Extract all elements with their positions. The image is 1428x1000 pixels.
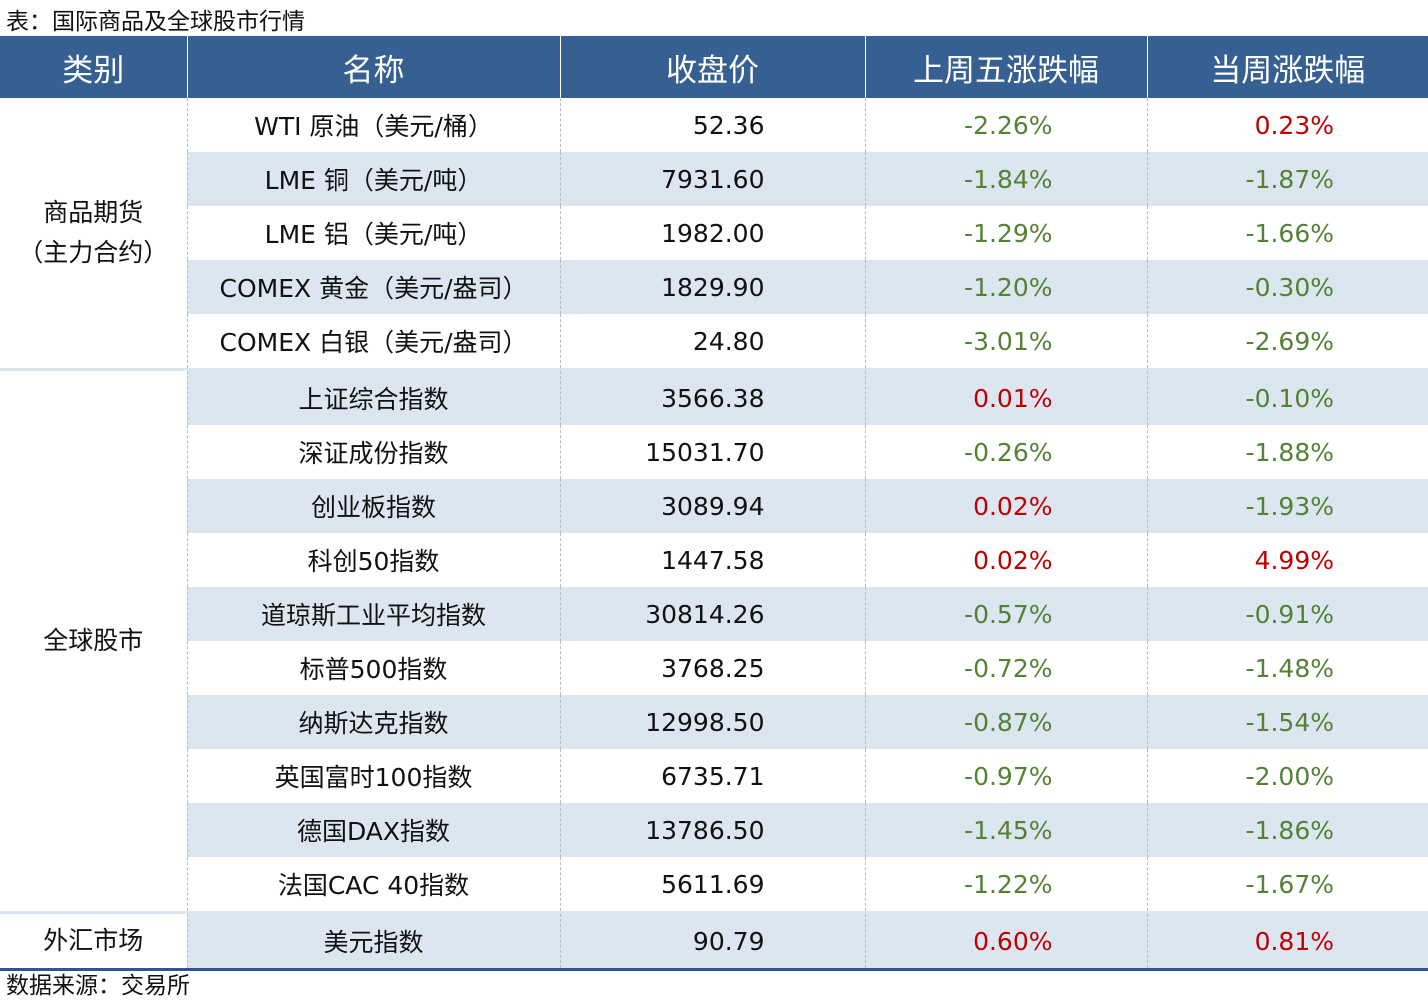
- friday-change-cell: -0.72%: [864, 641, 1147, 695]
- friday-change-cell: -0.26%: [864, 425, 1147, 479]
- close-cell: 24.80: [559, 314, 865, 370]
- close-cell: 12998.50: [559, 695, 865, 749]
- friday-change-cell: -2.26%: [864, 98, 1147, 152]
- week-change-cell: -1.67%: [1146, 857, 1428, 913]
- week-change-cell: -1.87%: [1146, 152, 1428, 206]
- table-row: 商品期货 （主力合约） WTI 原油（美元/桶） 52.36 -2.26% 0.23…: [0, 98, 1428, 370]
- name-cell: 科创50指数: [186, 533, 560, 587]
- week-change-cell: -0.10%: [1146, 368, 1428, 425]
- table-row: 法国CAC 40指数 5611.69 -1.22% -1.67%: [0, 857, 1428, 913]
- name-cell: 创业板指数: [186, 479, 560, 533]
- week-change-cell: -1.86%: [1146, 803, 1428, 857]
- table-row: 全球股市 上证综合指数 3566.38 0.01% -0.10%: [0, 368, 1428, 913]
- friday-change-cell: -1.45%: [864, 803, 1147, 857]
- friday-change-cell: -1.22%: [864, 857, 1147, 913]
- table-row: 创业板指数 3089.94 0.02% -1.93%: [0, 479, 1428, 533]
- close-cell: 6735.71: [559, 749, 865, 803]
- week-change-cell: 4.99%: [1146, 533, 1428, 587]
- close-cell: 52.36: [559, 98, 865, 152]
- friday-change-cell: -1.29%: [864, 206, 1147, 260]
- week-change-cell: -2.00%: [1146, 749, 1428, 803]
- name-cell: WTI 原油（美元/桶）: [186, 98, 560, 152]
- week-change-cell: 0.81%: [1146, 911, 1428, 971]
- table-row: 道琼斯工业平均指数 30814.26 -0.57% -0.91%: [0, 587, 1428, 641]
- name-cell: 道琼斯工业平均指数: [186, 587, 560, 641]
- friday-change-cell: -3.01%: [864, 314, 1147, 370]
- name-cell: 深证成份指数: [186, 425, 560, 479]
- table-title: 表：国际商品及全球股市行情: [6, 9, 305, 35]
- table-row: LME 铜（美元/吨） 7931.60 -1.84% -1.87%: [0, 152, 1428, 206]
- table-row: 德国DAX指数 13786.50 -1.45% -1.86%: [0, 803, 1428, 857]
- close-cell: 7931.60: [559, 152, 865, 206]
- week-change-cell: -1.66%: [1146, 206, 1428, 260]
- close-cell: 1982.00: [559, 206, 865, 260]
- friday-change-cell: -1.20%: [864, 260, 1147, 314]
- friday-change-cell: 0.02%: [864, 533, 1147, 587]
- week-change-cell: -0.91%: [1146, 587, 1428, 641]
- friday-change-cell: 0.02%: [864, 479, 1147, 533]
- friday-change-cell: -0.57%: [864, 587, 1147, 641]
- week-change-cell: 0.23%: [1146, 98, 1428, 152]
- close-cell: 1829.90: [559, 260, 865, 314]
- name-cell: LME 铝（美元/吨）: [186, 206, 560, 260]
- category-cell: 外汇市场: [0, 911, 187, 971]
- table-row: 深证成份指数 15031.70 -0.26% -1.88%: [0, 425, 1428, 479]
- header-week-change: 当周涨跌幅: [1146, 36, 1428, 98]
- name-cell: COMEX 黄金（美元/盎司）: [186, 260, 560, 314]
- name-cell: 德国DAX指数: [186, 803, 560, 857]
- table-row: 标普500指数 3768.25 -0.72% -1.48%: [0, 641, 1428, 695]
- name-cell: LME 铜（美元/吨）: [186, 152, 560, 206]
- table-row: 科创50指数 1447.58 0.02% 4.99%: [0, 533, 1428, 587]
- name-cell: 纳斯达克指数: [186, 695, 560, 749]
- header-close: 收盘价: [559, 36, 865, 98]
- name-cell: 标普500指数: [186, 641, 560, 695]
- table-row: COMEX 白银（美元/盎司） 24.80 -3.01% -2.69%: [0, 314, 1428, 370]
- friday-change-cell: 0.01%: [864, 368, 1147, 425]
- name-cell: COMEX 白银（美元/盎司）: [186, 314, 560, 370]
- week-change-cell: -0.30%: [1146, 260, 1428, 314]
- close-cell: 13786.50: [559, 803, 865, 857]
- week-change-cell: -1.54%: [1146, 695, 1428, 749]
- market-table: 类别 名称 收盘价 上周五涨跌幅 当周涨跌幅 商品期货 （主力合约） WTI 原油（…: [0, 36, 1428, 971]
- week-change-cell: -1.88%: [1146, 425, 1428, 479]
- header-name: 名称: [186, 36, 560, 98]
- name-cell: 上证综合指数: [186, 368, 560, 425]
- table-row: 纳斯达克指数 12998.50 -0.87% -1.54%: [0, 695, 1428, 749]
- name-cell: 英国富时100指数: [186, 749, 560, 803]
- close-cell: 5611.69: [559, 857, 865, 913]
- data-source: 数据来源：交易所: [6, 973, 190, 999]
- week-change-cell: -1.93%: [1146, 479, 1428, 533]
- header-category: 类别: [0, 36, 187, 98]
- header-row: 类别 名称 收盘价 上周五涨跌幅 当周涨跌幅: [0, 36, 1428, 98]
- name-cell: 法国CAC 40指数: [186, 857, 560, 913]
- week-change-cell: -2.69%: [1146, 314, 1428, 370]
- close-cell: 3566.38: [559, 368, 865, 425]
- close-cell: 15031.70: [559, 425, 865, 479]
- table-row: 英国富时100指数 6735.71 -0.97% -2.00%: [0, 749, 1428, 803]
- table-row: COMEX 黄金（美元/盎司） 1829.90 -1.20% -0.30%: [0, 260, 1428, 314]
- friday-change-cell: -0.87%: [864, 695, 1147, 749]
- friday-change-cell: -0.97%: [864, 749, 1147, 803]
- header-friday-change: 上周五涨跌幅: [864, 36, 1147, 98]
- table-row: LME 铝（美元/吨） 1982.00 -1.29% -1.66%: [0, 206, 1428, 260]
- friday-change-cell: -1.84%: [864, 152, 1147, 206]
- close-cell: 3768.25: [559, 641, 865, 695]
- table-row: 外汇市场 美元指数 90.79 0.60% 0.81%: [0, 911, 1428, 971]
- name-cell: 美元指数: [186, 911, 560, 971]
- category-cell: 商品期货 （主力合约）: [0, 98, 187, 370]
- friday-change-cell: 0.60%: [864, 911, 1147, 971]
- close-cell: 90.79: [559, 911, 865, 971]
- category-cell: 全球股市: [0, 368, 187, 913]
- close-cell: 30814.26: [559, 587, 865, 641]
- week-change-cell: -1.48%: [1146, 641, 1428, 695]
- close-cell: 1447.58: [559, 533, 865, 587]
- close-cell: 3089.94: [559, 479, 865, 533]
